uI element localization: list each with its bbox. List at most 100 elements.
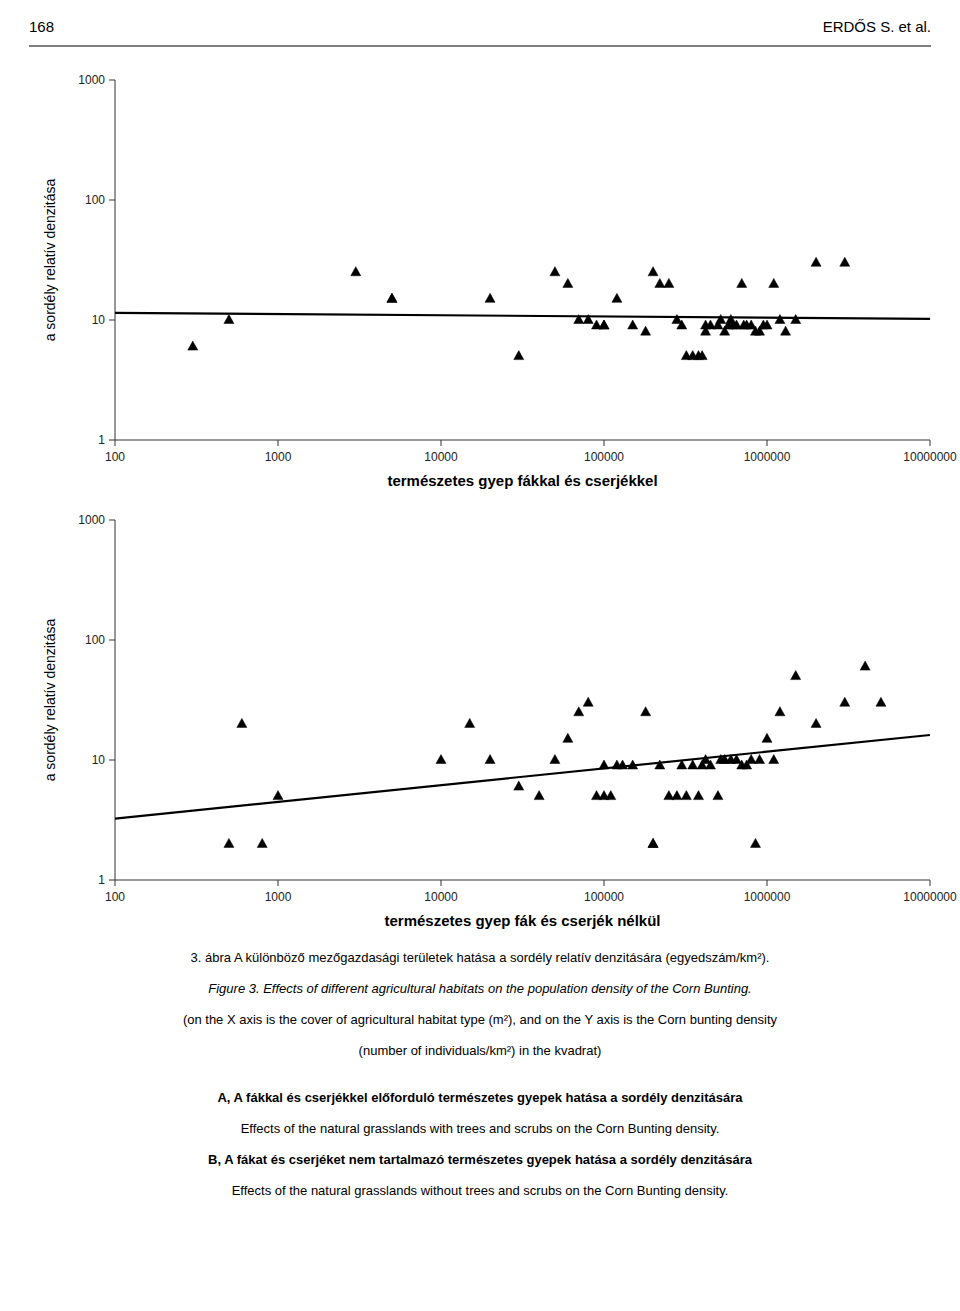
point — [769, 278, 779, 287]
caption-line: Figure 3. Effects of different agricultu… — [208, 981, 751, 996]
point — [811, 257, 821, 266]
x-tick — [604, 440, 605, 446]
point — [648, 838, 658, 847]
y-tick-label: 100 — [85, 633, 105, 647]
plot-1: 1001000100001000001000000100000001101001… — [42, 73, 957, 489]
point — [628, 320, 638, 329]
point — [574, 315, 584, 324]
x-tick-label: 10000 — [424, 450, 458, 464]
y-tick — [109, 520, 115, 521]
x-tick — [278, 440, 279, 446]
x-tick-label: 10000 — [424, 890, 458, 904]
x-tick — [115, 440, 116, 446]
x-tick-label: 10000000 — [903, 890, 957, 904]
point — [514, 351, 524, 360]
y-tick-label: 10 — [92, 313, 106, 327]
point — [664, 278, 674, 287]
point — [791, 671, 801, 680]
x-axis-label: természetes gyep fákkal és cserjékkel — [387, 472, 657, 489]
point — [732, 755, 742, 764]
x-axis-label: természetes gyep fák és cserjék nélkül — [385, 912, 661, 929]
caption-line: Effects of the natural grasslands withou… — [232, 1183, 729, 1198]
point — [514, 781, 524, 790]
x-tick — [278, 880, 279, 886]
x-tick-label: 100000 — [584, 450, 624, 464]
point — [583, 315, 593, 324]
point — [563, 278, 573, 287]
point — [485, 755, 495, 764]
x-tick — [441, 880, 442, 886]
x-axis — [115, 880, 930, 881]
y-tick — [109, 640, 115, 641]
data-area — [115, 257, 930, 359]
point — [436, 755, 446, 764]
x-tick — [441, 440, 442, 446]
point — [681, 791, 691, 800]
data-area — [115, 661, 930, 847]
point — [840, 697, 850, 706]
point — [387, 293, 397, 302]
point — [705, 760, 715, 769]
caption-line: A, A fákkal és cserjékkel előforduló ter… — [217, 1090, 743, 1105]
point — [583, 697, 593, 706]
caption-line: (on the X axis is the cover of agricultu… — [183, 1012, 778, 1027]
y-axis — [115, 520, 116, 880]
point — [612, 293, 622, 302]
header-rule — [29, 46, 931, 47]
point — [534, 791, 544, 800]
x-tick-label: 1000000 — [744, 890, 791, 904]
caption-line: (number of individuals/km²) in the kvadr… — [359, 1043, 602, 1058]
point — [755, 755, 765, 764]
figure: 168ERDŐS S. et al.1001000100001000001000… — [0, 0, 960, 1311]
point — [697, 351, 707, 360]
point — [860, 661, 870, 670]
x-tick — [767, 440, 768, 446]
x-tick-label: 1000000 — [744, 450, 791, 464]
point — [618, 760, 628, 769]
point — [655, 760, 665, 769]
caption-line: 3. ábra A különböző mezőgazdasági terüle… — [191, 950, 770, 965]
point — [485, 293, 495, 302]
header-left: 168 — [29, 18, 54, 35]
point — [781, 326, 791, 335]
fit-line — [115, 735, 930, 819]
y-axis — [115, 80, 116, 440]
point — [273, 791, 283, 800]
caption-line: B, A fákat és cserjéket nem tartalmazó t… — [208, 1152, 753, 1167]
point — [876, 697, 886, 706]
point — [655, 278, 665, 287]
x-tick — [930, 880, 931, 886]
x-tick-label: 1000 — [265, 890, 292, 904]
point — [677, 760, 687, 769]
y-tick-label: 1000 — [78, 73, 105, 87]
y-tick — [109, 440, 115, 441]
y-tick-label: 1 — [98, 873, 105, 887]
x-tick — [930, 440, 931, 446]
point — [628, 760, 638, 769]
point — [574, 707, 584, 716]
point — [550, 755, 560, 764]
point — [237, 718, 247, 727]
x-axis — [115, 440, 930, 441]
x-tick-label: 100000 — [584, 890, 624, 904]
point — [737, 278, 747, 287]
point — [257, 838, 267, 847]
y-axis-label: a sordély relatív denzitása — [42, 178, 58, 341]
y-tick-label: 1000 — [78, 513, 105, 527]
point — [387, 293, 397, 302]
point — [716, 315, 726, 324]
fit-line — [115, 313, 930, 319]
x-tick — [604, 880, 605, 886]
background — [0, 0, 960, 1311]
point — [606, 791, 616, 800]
y-tick — [109, 760, 115, 761]
point — [563, 733, 573, 742]
point — [762, 320, 772, 329]
point — [550, 267, 560, 276]
point — [641, 707, 651, 716]
point — [677, 320, 687, 329]
point — [688, 760, 698, 769]
point — [648, 838, 658, 847]
point — [713, 791, 723, 800]
point — [351, 267, 361, 276]
